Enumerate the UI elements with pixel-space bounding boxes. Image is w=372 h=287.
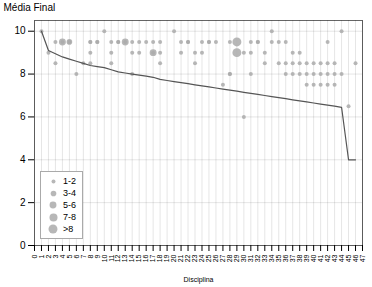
svg-text:36: 36: [282, 254, 289, 262]
svg-text:31: 31: [247, 254, 254, 262]
svg-text:34: 34: [268, 254, 275, 262]
svg-text:42: 42: [324, 254, 331, 262]
svg-text:9: 9: [94, 254, 101, 258]
svg-text:23: 23: [191, 254, 198, 262]
svg-text:43: 43: [331, 254, 338, 262]
svg-text:3: 3: [52, 254, 59, 258]
svg-text:45: 45: [345, 254, 352, 262]
svg-text:2: 2: [45, 254, 52, 258]
svg-text:0: 0: [31, 254, 38, 258]
svg-text:46: 46: [352, 254, 359, 262]
svg-text:24: 24: [198, 254, 205, 262]
svg-text:6: 6: [73, 254, 80, 258]
svg-text:8: 8: [87, 254, 94, 258]
svg-text:13: 13: [121, 254, 128, 262]
svg-text:26: 26: [212, 254, 219, 262]
svg-text:12: 12: [114, 254, 121, 262]
svg-text:41: 41: [317, 254, 324, 262]
svg-text:20: 20: [170, 254, 177, 262]
svg-text:4: 4: [59, 254, 66, 258]
svg-text:2: 2: [20, 197, 26, 208]
html-text:>8: >8: [63, 223, 74, 234]
svg-text:14: 14: [128, 254, 135, 262]
svg-text:4: 4: [20, 154, 26, 165]
svg-text:39: 39: [303, 254, 310, 262]
svg-text:29: 29: [233, 254, 240, 262]
svg-text:18: 18: [156, 254, 163, 262]
svg-text:10: 10: [14, 25, 26, 36]
html-text:1-2: 1-2: [63, 175, 76, 186]
svg-text:0: 0: [20, 240, 26, 251]
svg-text:Média Final: Média Final: [4, 2, 56, 13]
svg-text:7: 7: [80, 254, 87, 258]
svg-text:32: 32: [254, 254, 261, 262]
svg-text:30: 30: [240, 254, 247, 262]
svg-text:15: 15: [135, 254, 142, 262]
html-text:3-4: 3-4: [63, 187, 76, 198]
svg-text:10: 10: [101, 254, 108, 262]
svg-text:37: 37: [289, 254, 296, 262]
svg-text:40: 40: [310, 254, 317, 262]
html-text:7-8: 7-8: [63, 211, 76, 222]
svg-text:8: 8: [20, 68, 26, 79]
svg-text:16: 16: [142, 254, 149, 262]
svg-text:5: 5: [66, 254, 73, 258]
svg-text:11: 11: [108, 254, 115, 261]
svg-text:27: 27: [219, 254, 226, 262]
svg-text:6: 6: [20, 111, 26, 122]
svg-text:38: 38: [296, 254, 303, 262]
svg-text:25: 25: [205, 254, 212, 262]
svg-text:22: 22: [184, 254, 191, 262]
svg-text:1: 1: [38, 254, 45, 258]
svg-text:44: 44: [338, 254, 345, 262]
svg-text:28: 28: [226, 254, 233, 262]
svg-text:35: 35: [275, 254, 282, 262]
svg-text:19: 19: [163, 254, 170, 262]
html-text:5-6: 5-6: [63, 199, 76, 210]
svg-text:21: 21: [177, 254, 184, 262]
svg-text:17: 17: [149, 254, 156, 262]
svg-text:47: 47: [359, 254, 366, 262]
svg-text:33: 33: [261, 254, 268, 262]
svg-text:Disciplina: Disciplina: [184, 276, 214, 284]
